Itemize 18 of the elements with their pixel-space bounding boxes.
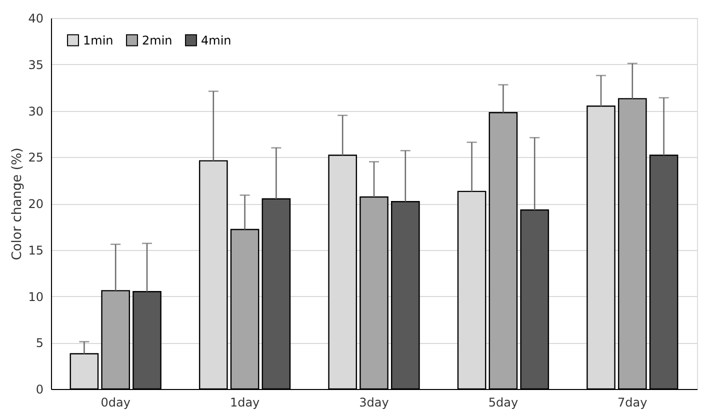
y-tick-label: 30 [28,104,44,118]
y-tick-label: 40 [28,12,44,26]
y-tick-label: 5 [36,336,44,350]
y-tick-label: 25 [28,150,44,165]
x-tick-label: 7day [618,396,648,410]
y-tick-label: 15 [28,243,44,258]
y-tick-label: 20 [28,197,44,211]
y-axis-title: Color change (%) [10,148,26,260]
y-tick-label: 10 [28,290,44,304]
legend-label: 4min [201,33,232,48]
legend-label: 2min [142,33,172,48]
y-tick-label: 35 [28,58,44,72]
x-tick-label: 1day [230,396,260,410]
legend-label: 1min [83,33,114,48]
x-tick-label: 3day [359,396,389,410]
x-tick-label: 0day [100,396,130,410]
y-tick-label: 0 [36,382,44,396]
x-tick-label: 5day [488,396,518,410]
